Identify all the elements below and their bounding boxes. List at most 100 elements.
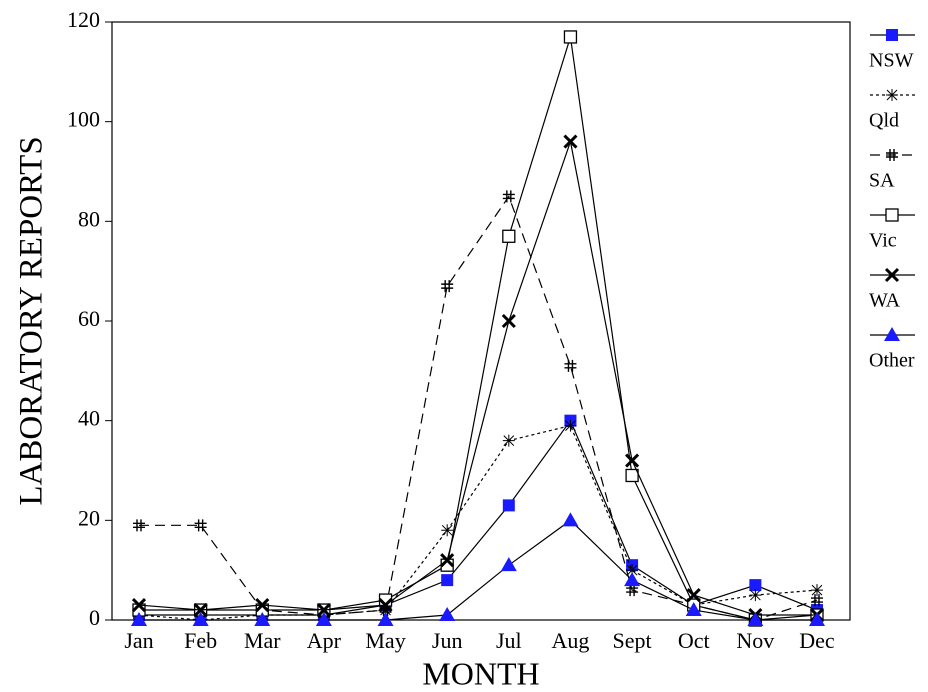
x-tick-label: Mar: [244, 628, 281, 653]
marker: [685, 602, 702, 617]
marker: [192, 612, 209, 626]
marker-shape: [686, 588, 701, 603]
marker-shape: [563, 30, 578, 44]
y-tick-label: 0: [89, 605, 100, 630]
marker: [441, 524, 454, 537]
marker: [378, 597, 393, 613]
y-axis-title: LABORATORY REPORTS: [14, 136, 50, 505]
marker: [564, 359, 577, 372]
marker: [131, 612, 147, 626]
marker: [626, 564, 639, 577]
x-tick-label: May: [365, 628, 405, 653]
x-tick-label: Aug: [552, 628, 590, 653]
marker-shape: [133, 519, 145, 532]
marker-shape: [809, 612, 825, 626]
marker: [501, 313, 516, 329]
plot-frame: [111, 21, 851, 621]
marker-shape: [502, 229, 516, 243]
marker-shape: [626, 564, 639, 577]
marker: [133, 519, 145, 532]
marker-shape: [886, 29, 898, 41]
x-axis-title: MONTH: [422, 655, 539, 691]
marker: [502, 499, 515, 512]
marker-shape: [502, 434, 515, 447]
marker-shape: [624, 572, 641, 587]
marker: [254, 612, 271, 626]
marker-shape: [441, 280, 454, 293]
marker: [809, 612, 825, 626]
marker-shape: [441, 524, 454, 537]
marker: [749, 579, 762, 592]
marker: [885, 208, 899, 222]
marker-shape: [377, 612, 394, 626]
marker-shape: [194, 519, 207, 532]
x-tick-label: Apr: [307, 628, 342, 653]
y-tick-label: 80: [78, 206, 100, 231]
marker-shape: [316, 602, 331, 618]
marker-shape: [255, 597, 270, 613]
marker-shape: [747, 612, 764, 626]
marker: [193, 602, 208, 618]
marker: [886, 29, 898, 41]
marker: [884, 267, 900, 283]
marker-shape: [626, 584, 639, 597]
marker: [502, 190, 515, 203]
marker: [439, 607, 456, 622]
marker: [502, 229, 516, 243]
marker-shape: [564, 419, 577, 432]
x-tick-label: Jun: [432, 628, 463, 653]
marker-shape: [193, 602, 208, 618]
marker: [315, 612, 332, 626]
marker: [502, 434, 515, 447]
legend-label: Qld: [869, 110, 899, 132]
marker-shape: [884, 267, 900, 283]
marker-shape: [131, 612, 147, 626]
y-tick-label: 60: [78, 306, 100, 331]
marker: [500, 557, 517, 572]
legend-label: WA: [869, 290, 901, 312]
marker: [194, 519, 207, 532]
marker-shape: [625, 468, 639, 483]
marker-shape: [500, 557, 517, 572]
marker-shape: [439, 607, 456, 622]
legend-label: SA: [869, 170, 895, 192]
marker: [811, 584, 823, 597]
marker-shape: [440, 553, 455, 568]
marker: [886, 149, 898, 161]
marker: [316, 602, 331, 618]
y-tick-label: 100: [67, 107, 100, 132]
marker: [686, 588, 701, 603]
marker: [747, 612, 764, 626]
x-tick-label: Nov: [736, 628, 774, 653]
marker: [131, 597, 147, 613]
marker-shape: [885, 208, 899, 222]
marker: [886, 89, 898, 101]
marker-shape: [886, 149, 898, 161]
marker: [625, 453, 640, 468]
marker: [441, 574, 454, 587]
x-tick-label: Jan: [124, 628, 153, 653]
marker: [377, 612, 394, 626]
legend-label: Vic: [869, 230, 897, 252]
marker: [884, 327, 900, 341]
marker: [563, 134, 578, 149]
series-line: [138, 139, 817, 616]
series-line: [139, 195, 818, 621]
marker-shape: [749, 589, 762, 602]
marker-shape: [502, 190, 515, 203]
marker-shape: [254, 612, 271, 626]
marker-shape: [441, 574, 454, 587]
marker-shape: [502, 499, 515, 512]
marker: [624, 572, 641, 587]
marker-shape: [685, 602, 702, 617]
marker: [811, 594, 823, 607]
marker: [562, 512, 579, 527]
series-line: [139, 36, 818, 621]
legend-label: NSW: [869, 50, 914, 72]
marker-shape: [564, 359, 577, 372]
marker-shape: [501, 313, 516, 329]
marker: [563, 30, 578, 44]
marker-shape: [378, 597, 393, 613]
marker: [625, 468, 639, 483]
